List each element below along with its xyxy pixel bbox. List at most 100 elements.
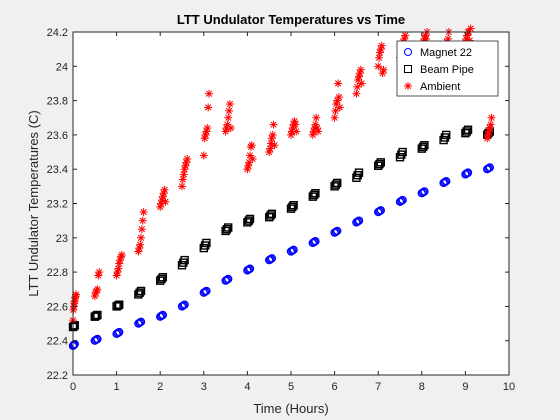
legend-entry-magnet: Magnet 22 <box>404 47 472 59</box>
data-point-asterisk <box>374 62 383 71</box>
legend-label-magnet: Magnet 22 <box>420 47 472 59</box>
data-point-asterisk <box>401 31 410 40</box>
data-point-asterisk <box>203 124 212 133</box>
data-point-square <box>179 258 188 267</box>
data-point-asterisk <box>225 100 234 109</box>
data-point-circle <box>69 340 79 350</box>
data-point-asterisk <box>356 65 365 74</box>
data-point-asterisk <box>137 225 146 234</box>
data-point-asterisk <box>334 79 343 88</box>
x-tick-label: 2 <box>157 381 163 393</box>
data-point-asterisk <box>179 170 188 179</box>
data-point-square <box>90 312 100 321</box>
data-point-asterisk <box>357 79 366 88</box>
data-point-square <box>440 133 450 142</box>
data-point-asterisk <box>199 151 208 160</box>
data-point-square <box>136 286 146 296</box>
data-point-asterisk <box>178 182 186 191</box>
data-point-circle <box>202 286 211 296</box>
data-point-circle <box>311 237 320 246</box>
y-tick-label: 23.8 <box>47 96 68 108</box>
data-point-asterisk <box>487 113 496 122</box>
x-tick-label: 3 <box>201 381 207 393</box>
data-point-square <box>267 209 277 218</box>
data-point-asterisk <box>486 120 495 129</box>
data-point-circle <box>267 254 277 263</box>
data-point-circle <box>245 264 255 273</box>
legend-label-ambient: Ambient <box>420 81 460 93</box>
legend-box <box>396 40 499 97</box>
data-point-circle <box>115 327 124 337</box>
data-point-asterisk <box>183 154 192 163</box>
y-tick-label: 23.4 <box>47 164 68 176</box>
data-point-circle <box>180 300 189 309</box>
data-point-circle <box>224 274 233 284</box>
data-point-asterisk <box>466 24 475 33</box>
data-point-square <box>93 310 102 320</box>
data-point-square <box>442 130 451 140</box>
y-tick-label: 22.8 <box>47 267 68 279</box>
x-axis-label: Time (Hours) <box>253 401 328 416</box>
legend-entry-beam-pipe: Beam Pipe <box>404 64 474 76</box>
x-tick-label: 9 <box>462 381 468 393</box>
data-point-asterisk <box>117 250 126 259</box>
data-point-square <box>199 243 209 253</box>
data-point-square <box>245 214 255 224</box>
data-point-asterisk <box>225 106 234 115</box>
data-point-asterisk <box>269 120 278 129</box>
data-point-circle <box>376 206 386 215</box>
x-tick-label: 0 <box>70 381 76 393</box>
data-point-square <box>331 180 341 189</box>
data-point-asterisk <box>247 141 256 150</box>
y-tick-label: 23.2 <box>47 199 68 211</box>
data-point-asterisk <box>226 124 235 133</box>
y-tick-label: 22.6 <box>47 301 68 313</box>
data-point-asterisk <box>224 113 233 122</box>
x-tick-label: 7 <box>375 381 381 393</box>
data-point-asterisk <box>95 268 104 277</box>
data-point-circle <box>442 177 451 186</box>
y-tick-label: 23 <box>56 233 68 245</box>
data-point-square <box>288 202 297 212</box>
x-tick-label: 6 <box>332 381 338 393</box>
data-point-square <box>439 135 448 145</box>
data-point-circle <box>289 245 298 255</box>
data-point-square <box>354 168 364 177</box>
x-tick-label: 5 <box>288 381 294 393</box>
y-tick-label: 24.2 <box>47 27 68 39</box>
data-point-asterisk <box>379 65 388 74</box>
legend-asterisk-marker <box>404 82 412 90</box>
data-point-square <box>352 173 361 182</box>
data-point-asterisk <box>245 158 254 167</box>
data-point-asterisk <box>331 106 340 115</box>
data-point-asterisk <box>352 89 361 98</box>
data-point-square <box>112 302 121 311</box>
data-point-asterisk <box>161 197 170 206</box>
legend-entry-ambient: Ambient <box>404 81 460 93</box>
data-point-square <box>222 225 232 234</box>
data-point-asterisk <box>114 264 123 273</box>
series-beam-pipe <box>68 125 495 332</box>
y-tick-label: 22.2 <box>47 370 68 382</box>
data-point-circle <box>485 163 495 172</box>
chart-title: LTT Undulator Temperatures vs Time <box>177 12 405 27</box>
data-point-square <box>244 216 253 225</box>
data-point-square <box>289 201 298 210</box>
x-tick-label: 10 <box>503 381 515 393</box>
data-point-asterisk <box>205 89 214 98</box>
data-point-circle <box>158 310 168 320</box>
x-tick-label: 8 <box>419 381 425 393</box>
data-point-asterisk <box>377 41 386 50</box>
data-point-square <box>311 189 320 198</box>
data-point-asterisk <box>178 175 187 184</box>
data-point-square <box>266 211 275 220</box>
data-point-asterisk <box>136 240 145 249</box>
data-point-circle <box>93 334 102 344</box>
data-point-square <box>115 300 124 309</box>
y-tick-label: 22.4 <box>47 336 68 348</box>
data-point-circle <box>333 226 342 236</box>
data-point-asterisk <box>266 144 275 153</box>
data-point-square <box>69 321 79 331</box>
data-point-asterisk <box>72 290 81 299</box>
